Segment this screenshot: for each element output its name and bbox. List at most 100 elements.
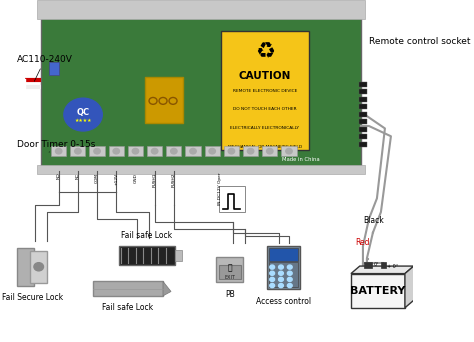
Text: ★★★★: ★★★★ xyxy=(74,118,92,123)
Text: ELECTRICALLY ELECTRONICALLY: ELECTRICALLY ELECTRONICALLY xyxy=(230,126,300,130)
Bar xyxy=(359,127,367,132)
Bar xyxy=(224,146,239,156)
Circle shape xyxy=(279,271,283,275)
Circle shape xyxy=(132,148,139,154)
Bar xyxy=(381,262,386,268)
Circle shape xyxy=(247,148,254,154)
Bar xyxy=(365,262,372,268)
Text: DO NOT TOUCH EACH OTHER: DO NOT TOUCH EACH OTHER xyxy=(233,107,297,111)
Text: Fail safe Lock: Fail safe Lock xyxy=(102,303,154,312)
Text: PUSH1: PUSH1 xyxy=(153,173,156,187)
Bar xyxy=(109,146,124,156)
Bar xyxy=(269,248,298,261)
Polygon shape xyxy=(163,281,171,296)
Circle shape xyxy=(209,148,215,154)
Text: Made in China: Made in China xyxy=(282,157,320,161)
Bar xyxy=(282,146,297,156)
Polygon shape xyxy=(405,266,414,308)
Bar xyxy=(359,97,367,102)
Text: + 0°: + 0° xyxy=(387,264,398,269)
Circle shape xyxy=(190,148,196,154)
Text: PUSH2: PUSH2 xyxy=(172,173,176,187)
Bar xyxy=(359,82,367,87)
Circle shape xyxy=(279,265,283,269)
Circle shape xyxy=(279,284,283,288)
Bar xyxy=(243,146,258,156)
Bar xyxy=(359,104,367,109)
Text: Fail Secure Lock: Fail Secure Lock xyxy=(1,293,63,302)
Bar xyxy=(166,146,182,156)
Bar xyxy=(359,142,367,147)
Bar xyxy=(49,62,59,75)
Circle shape xyxy=(287,265,292,269)
Text: Red: Red xyxy=(355,238,369,247)
Circle shape xyxy=(270,271,274,275)
Circle shape xyxy=(270,265,274,269)
Bar xyxy=(205,146,220,156)
Bar xyxy=(351,274,405,308)
Circle shape xyxy=(270,277,274,281)
Bar xyxy=(267,246,300,289)
Bar xyxy=(359,134,367,140)
Circle shape xyxy=(270,284,274,288)
Text: 0°: 0° xyxy=(374,262,379,267)
Polygon shape xyxy=(351,266,414,274)
Bar xyxy=(359,89,367,94)
Bar xyxy=(93,281,163,296)
Text: GND: GND xyxy=(134,173,137,183)
Bar xyxy=(37,165,365,174)
Circle shape xyxy=(266,148,273,154)
Text: IN DC12V Oper: IN DC12V Oper xyxy=(218,173,222,205)
Text: 🔑: 🔑 xyxy=(228,264,232,273)
Bar xyxy=(269,263,298,287)
Bar xyxy=(359,112,367,117)
Text: +12V: +12V xyxy=(114,173,118,185)
Circle shape xyxy=(151,148,158,154)
Text: BATTERY: BATTERY xyxy=(350,286,406,296)
Text: REMOTE ELECTRONIC DEVICE: REMOTE ELECTRONIC DEVICE xyxy=(233,89,297,93)
Bar xyxy=(119,246,175,265)
Bar xyxy=(37,0,365,19)
Bar xyxy=(90,146,105,156)
Circle shape xyxy=(55,148,62,154)
Bar xyxy=(147,146,162,156)
Text: ♻: ♻ xyxy=(255,42,275,62)
Bar xyxy=(70,146,85,156)
Bar xyxy=(216,256,243,282)
Text: COM: COM xyxy=(95,173,99,183)
Text: NO: NO xyxy=(57,173,61,179)
Text: Access control: Access control xyxy=(256,297,311,305)
Text: NC: NC xyxy=(76,173,80,179)
Bar xyxy=(145,77,183,123)
Circle shape xyxy=(286,148,292,154)
Circle shape xyxy=(171,148,177,154)
Circle shape xyxy=(279,277,283,281)
Circle shape xyxy=(228,148,235,154)
Text: QC: QC xyxy=(76,108,90,117)
Bar xyxy=(175,250,182,261)
Text: Fail safe Lock: Fail safe Lock xyxy=(121,231,173,240)
Text: AC110-240V: AC110-240V xyxy=(17,55,73,81)
Bar xyxy=(30,251,47,283)
Text: PB: PB xyxy=(225,290,235,299)
Bar xyxy=(17,248,34,286)
Circle shape xyxy=(113,148,119,154)
Text: Remote control socket: Remote control socket xyxy=(369,37,470,45)
Circle shape xyxy=(287,284,292,288)
Circle shape xyxy=(94,148,100,154)
Circle shape xyxy=(287,277,292,281)
Circle shape xyxy=(64,98,102,131)
Bar xyxy=(359,119,367,124)
Bar xyxy=(185,146,201,156)
Bar xyxy=(219,265,241,279)
Circle shape xyxy=(75,148,81,154)
Bar xyxy=(219,186,245,212)
Text: MECHANICAL OR MAGNETIC FIELD: MECHANICAL OR MAGNETIC FIELD xyxy=(228,145,302,149)
Text: EXIT: EXIT xyxy=(224,275,235,280)
Text: Black: Black xyxy=(363,216,383,225)
Circle shape xyxy=(287,271,292,275)
Text: Door Timer 0-15s: Door Timer 0-15s xyxy=(17,140,95,152)
Bar xyxy=(262,146,277,156)
Circle shape xyxy=(34,263,44,271)
Bar xyxy=(128,146,143,156)
